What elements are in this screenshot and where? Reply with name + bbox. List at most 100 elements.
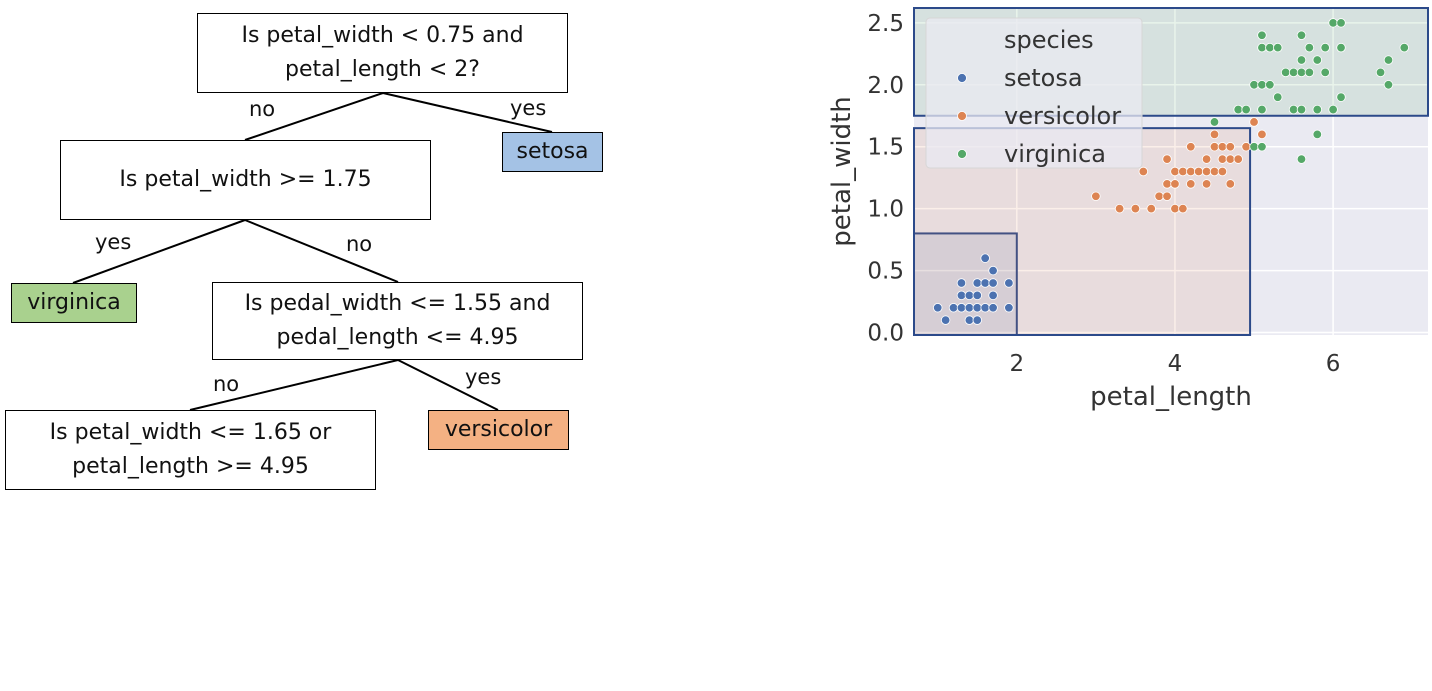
virginica-point (1249, 80, 1259, 90)
versicolor-point (1162, 179, 1172, 189)
versicolor-point (1130, 203, 1141, 214)
versicolor-point (1186, 142, 1196, 152)
virginica-point (1257, 80, 1267, 90)
leaf-versicolor: versicolor (428, 410, 569, 450)
versicolor-point (1162, 154, 1172, 164)
tree-edges (72, 92, 553, 411)
versicolor-point (1146, 203, 1156, 214)
node3-question-line1: Is pedal_width <= 1.55 and (244, 291, 551, 316)
virginica-point (1257, 104, 1267, 115)
versicolor-point (1233, 154, 1243, 164)
versicolor-point (1217, 166, 1228, 177)
node2-question-node: Is petal_width >= 1.75 (60, 140, 431, 220)
y-tick-label: 1.0 (867, 197, 904, 223)
root-question-node: Is petal_width < 0.75 and petal_length <… (197, 13, 568, 93)
setosa-point (988, 278, 998, 288)
versicolor-point (1241, 142, 1251, 152)
node4-question-node: Is petal_width <= 1.65 or petal_length >… (5, 410, 376, 490)
legend-label-setosa: setosa (1004, 64, 1083, 92)
virginica-point (1304, 42, 1315, 53)
versicolor-point (1193, 166, 1204, 177)
y-tick-label: 0.0 (867, 321, 904, 347)
versicolor-point (1178, 203, 1188, 214)
virginica-point (1273, 92, 1283, 102)
virginica-point (1312, 129, 1322, 140)
versicolor-point (1170, 166, 1180, 177)
node4-question-line2: petal_length >= 4.95 (72, 454, 309, 479)
edge-root-no (244, 92, 384, 141)
node2-question-text: Is petal_width >= 1.75 (119, 167, 372, 192)
legend-box (925, 17, 1143, 169)
legend-marker-virginica (957, 149, 967, 159)
virginica-point (1304, 67, 1315, 78)
decision-tree: Is petal_width < 0.75 and petal_length <… (0, 0, 640, 500)
setosa-point (980, 303, 990, 313)
scatter-plot: 2 4 6 0.0 0.5 1.0 1.5 2.0 2.5 petal_length petal_w… (827, 7, 1429, 412)
versicolor-point (1209, 129, 1220, 140)
virginica-point (1296, 30, 1307, 40)
virginica-point (1296, 154, 1307, 164)
node2-no-label: no (346, 232, 373, 256)
virginica-point (1320, 42, 1330, 53)
setosa-point (1004, 303, 1014, 313)
versicolor-point (1225, 142, 1236, 152)
virginica-point (1257, 42, 1267, 53)
versicolor-point (1186, 166, 1196, 177)
setosa-point (956, 303, 967, 313)
root-yes-label: yes (510, 96, 547, 120)
node3-question-line2: pedal_length <= 4.95 (276, 325, 519, 350)
leaf-virginica-label: virginica (27, 290, 121, 315)
virginica-point (1257, 30, 1267, 40)
virginica-point (1257, 142, 1267, 152)
virginica-point (1209, 117, 1220, 127)
virginica-point (1336, 42, 1346, 53)
virginica-point (1312, 55, 1322, 65)
versicolor-point (1186, 179, 1196, 189)
versicolor-point (1249, 117, 1259, 127)
versicolor-point (1091, 191, 1101, 201)
virginica-point (1312, 104, 1322, 115)
leaf-versicolor-label: versicolor (444, 417, 553, 442)
versicolor-point (1209, 142, 1220, 152)
x-tick-label: 6 (1326, 351, 1341, 377)
setosa-point (1004, 278, 1014, 288)
setosa-point (964, 303, 975, 313)
virginica-point (1288, 104, 1299, 115)
node4-question-line1: Is petal_width <= 1.65 or (49, 420, 332, 445)
legend-title: species (1004, 26, 1094, 54)
node3-no-label: no (213, 372, 240, 396)
virginica-point (1336, 92, 1346, 102)
setosa-point (972, 303, 982, 313)
y-tick-label: 1.5 (867, 135, 904, 161)
y-tick-label: 0.5 (867, 259, 904, 285)
versicolor-point (1217, 154, 1228, 164)
y-tick-label: 2.0 (867, 73, 904, 99)
versicolor-point (1178, 166, 1188, 177)
setosa-point (980, 253, 990, 263)
virginica-point (1273, 42, 1283, 53)
setosa-point (980, 278, 990, 288)
virginica-point (1249, 142, 1259, 152)
node2-yes-label: yes (95, 230, 132, 254)
legend-label-virginica: virginica (1004, 140, 1106, 168)
edge-node3-no (189, 359, 399, 411)
setosa-point (933, 303, 943, 313)
edge-node2-yes (72, 219, 246, 284)
setosa-point (988, 290, 998, 301)
virginica-point (1336, 18, 1346, 28)
root-question-line1: Is petal_width < 0.75 and (241, 23, 524, 48)
setosa-point (964, 290, 975, 301)
setosa-point (988, 303, 998, 313)
virginica-point (1288, 67, 1299, 78)
virginica-point (1296, 55, 1307, 65)
virginica-point (1375, 67, 1386, 78)
versicolor-point (1201, 166, 1212, 177)
versicolor-point (1209, 166, 1220, 177)
versicolor-point (1162, 191, 1172, 201)
versicolor-point (1225, 179, 1236, 189)
virginica-point (1328, 18, 1338, 28)
node3-question-node: Is pedal_width <= 1.55 and pedal_length … (212, 282, 583, 360)
x-axis-label: petal_length (1090, 382, 1252, 412)
versicolor-point (1170, 203, 1180, 214)
versicolor-point (1257, 129, 1267, 140)
